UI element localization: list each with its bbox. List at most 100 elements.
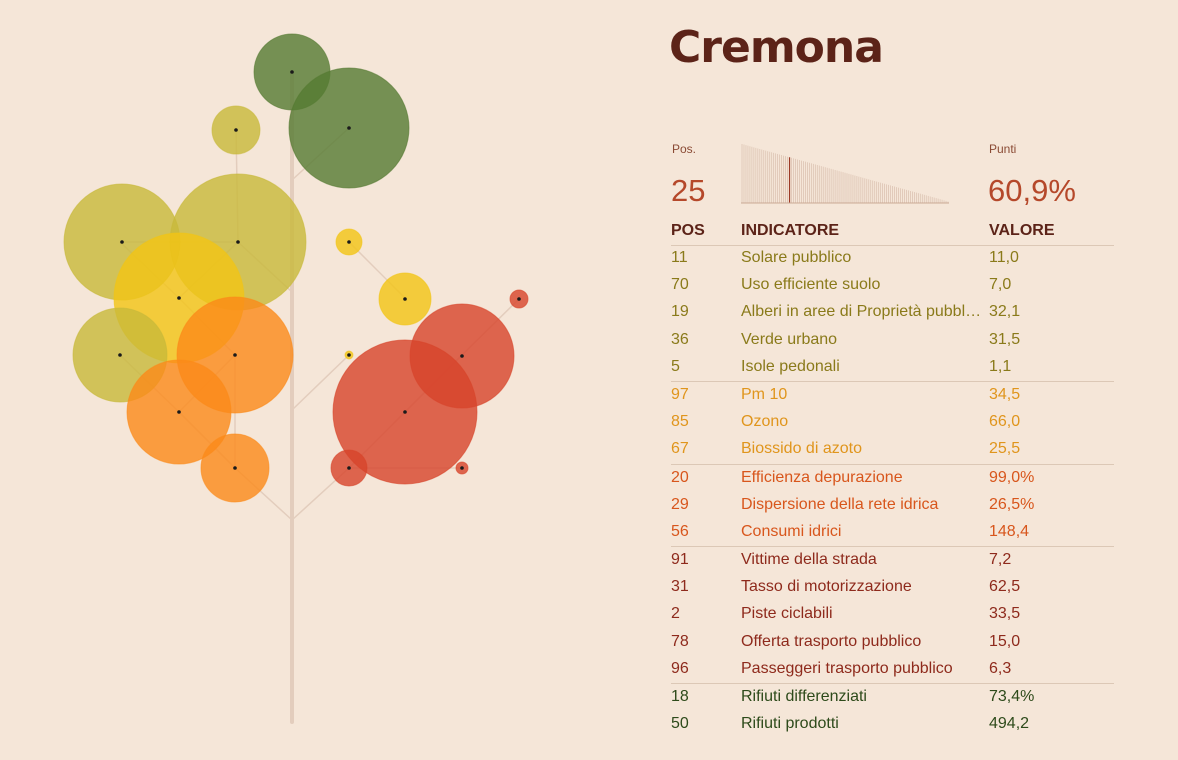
table-row: 97 Pm 10 34,5	[671, 380, 1114, 409]
table-row: 11 Solare pubblico 11,0	[671, 245, 1114, 272]
table-row: 36 Verde urbano 31,5	[671, 327, 1114, 354]
position-value: 25	[671, 173, 706, 208]
table-row: 29 Dispersione della rete idrica 26,5%	[671, 492, 1114, 519]
node-dot	[517, 297, 521, 301]
row-position: 85	[671, 413, 689, 431]
leaves	[63, 33, 529, 503]
row-value: 7,0	[989, 276, 1012, 294]
row-position: 29	[671, 495, 689, 513]
table-row: 56 Consumi idrici 148,4	[671, 519, 1114, 546]
node-dot	[347, 466, 351, 470]
row-indicator: Rifiuti differenziati	[741, 688, 867, 705]
row-position: 5	[671, 357, 680, 375]
row-value: 26,5%	[989, 495, 1035, 513]
indicator-tree	[63, 33, 529, 724]
row-position: 50	[671, 715, 689, 733]
row-indicator: Dispersione della rete idrica	[741, 495, 939, 513]
points-value: 60,9%	[988, 173, 1076, 208]
row-indicator: Piste ciclabili	[741, 605, 833, 623]
node-dot	[460, 466, 464, 470]
row-position: 31	[671, 578, 689, 596]
row-position: 36	[671, 330, 689, 348]
row-indicator: Ozono	[741, 413, 789, 431]
row-value: 6,3	[989, 659, 1012, 677]
row-position: 2	[671, 605, 680, 623]
node-dot	[347, 126, 351, 130]
node-dot	[403, 297, 407, 301]
row-value: 15,0	[989, 632, 1021, 650]
row-position: 19	[671, 303, 689, 321]
row-indicator: Consumi idrici	[741, 522, 842, 540]
table-row: 78 Offerta trasporto pubblico 15,0	[671, 629, 1114, 656]
row-indicator: Alberi in aree di Proprietà pubblica	[741, 303, 983, 321]
nodes	[118, 70, 521, 470]
table-row: 2 Piste ciclabili 33,5	[671, 601, 1114, 628]
node-dot	[120, 240, 124, 244]
indicator-table: 11 Solare pubblico 11,0 70 Uso efficiente su…	[671, 245, 1114, 738]
row-position: 70	[671, 276, 689, 294]
row-position: 20	[671, 468, 689, 486]
row-value: 1,1	[989, 357, 1012, 375]
table-row: 18 Rifiuti differenziati 73,4%	[671, 683, 1114, 711]
node-dot	[177, 296, 181, 300]
table-row: 20 Efficienza depurazione 99,0%	[671, 463, 1114, 492]
table-row: 5 Isole pedonali 1,1	[671, 354, 1114, 381]
row-value: 31,5	[989, 330, 1021, 348]
row-indicator: Offerta trasporto pubblico	[741, 632, 922, 650]
row-indicator: Solare pubblico	[741, 249, 852, 266]
header-pos: POS	[671, 222, 705, 239]
row-position: 97	[671, 385, 689, 403]
table-row: 67 Biossido di azoto 25,5	[671, 436, 1114, 463]
row-indicator: Tasso di motorizzazione	[741, 578, 912, 596]
node-dot	[403, 410, 407, 414]
node-dot	[290, 70, 294, 74]
table-row: 85 Ozono 66,0	[671, 409, 1114, 436]
row-indicator: Verde urbano	[741, 330, 838, 348]
node-dot	[177, 410, 181, 414]
row-position: 11	[671, 249, 688, 266]
node-dot	[234, 128, 238, 132]
table-header: POS INDICATORE VALORE	[671, 220, 1114, 246]
city-title: Cremona	[669, 22, 884, 73]
header-indicator: INDICATORE	[741, 222, 840, 239]
node-dot	[236, 240, 240, 244]
row-value: 62,5	[989, 578, 1021, 596]
table-row: 50 Rifiuti prodotti 494,2	[671, 711, 1114, 738]
row-value: 73,4%	[989, 688, 1035, 705]
node-dot	[347, 240, 351, 244]
row-position: 78	[671, 632, 689, 650]
row-value: 99,0%	[989, 468, 1035, 486]
row-indicator: Uso efficiente suolo	[741, 276, 881, 294]
row-position: 18	[671, 688, 689, 705]
row-indicator: Pm 10	[741, 385, 788, 403]
row-value: 11,0	[989, 249, 1019, 266]
row-value: 66,0	[989, 413, 1021, 431]
row-value: 32,1	[989, 303, 1021, 321]
row-value: 148,4	[989, 522, 1030, 540]
tree-branch	[291, 354, 350, 411]
node-dot	[233, 466, 237, 470]
node-dot	[118, 353, 122, 357]
table-row: 91 Vittime della strada 7,2	[671, 546, 1114, 574]
position-label: Pos.	[672, 142, 697, 156]
row-indicator: Biossido di azoto	[741, 440, 862, 458]
row-value: 25,5	[989, 440, 1021, 458]
row-value: 494,2	[989, 715, 1030, 733]
table-row: 31 Tasso di motorizzazione 62,5	[671, 574, 1114, 601]
row-indicator: Vittime della strada	[741, 551, 877, 569]
row-value: 34,5	[989, 385, 1021, 403]
row-indicator: Rifiuti prodotti	[741, 715, 839, 733]
row-value: 33,5	[989, 605, 1021, 623]
row-indicator: Isole pedonali	[741, 357, 840, 375]
table-row: 96 Passeggeri trasporto pubblico 6,3	[671, 656, 1114, 683]
row-position: 96	[671, 659, 689, 677]
ranking-sparkline	[741, 144, 949, 204]
row-position: 56	[671, 522, 689, 540]
table-row: 19 Alberi in aree di Proprietà pubblica 32…	[671, 299, 1114, 326]
row-indicator: Efficienza depurazione	[741, 468, 903, 486]
points-label: Punti	[989, 142, 1017, 156]
table-row: 70 Uso efficiente suolo 7,0	[671, 272, 1114, 299]
node-dot	[460, 354, 464, 358]
node-dot	[347, 353, 351, 357]
row-value: 7,2	[989, 551, 1012, 569]
